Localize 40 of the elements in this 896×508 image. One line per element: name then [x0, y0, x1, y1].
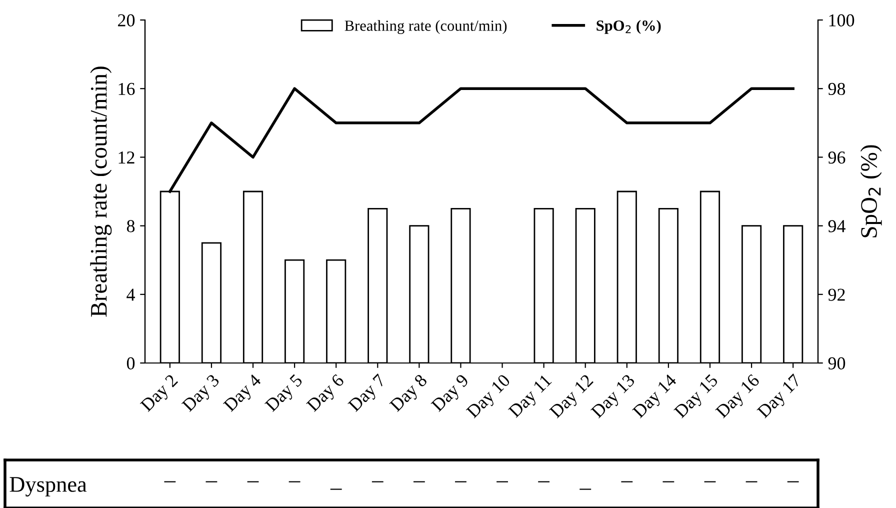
y-tick-label: 4: [126, 288, 135, 301]
y-tick-label: 0: [126, 357, 135, 370]
text: –: [455, 481, 466, 482]
x-tick-label: Day 8: [389, 374, 430, 415]
x-tick-label: Day 7: [348, 374, 389, 415]
x-tick-label: Day 5: [264, 374, 306, 415]
x-tick-label: Day 3: [181, 374, 223, 415]
x-tick-label: Day 2: [140, 374, 181, 415]
y2-tick-label: 96: [828, 152, 846, 164]
text: Dyspnea: [10, 477, 87, 496]
text: _: [330, 488, 342, 490]
y-tick-label: 16: [118, 82, 135, 96]
text: –: [787, 481, 799, 482]
text: –: [746, 481, 758, 482]
y2-tick-label: 94: [828, 220, 846, 232]
text: –: [247, 481, 259, 482]
y2-tick-label: 92: [828, 288, 845, 301]
legend-label: SpO$_{2}$ (%): [596, 20, 661, 34]
text: –: [413, 481, 425, 482]
text: –: [164, 481, 176, 482]
text: –: [704, 481, 716, 482]
y2-tick-label: 98: [828, 82, 846, 96]
text: –: [496, 481, 508, 482]
y2-tick-label: 90: [828, 357, 846, 370]
text: –: [662, 481, 674, 482]
x-tick-label: Day 6: [306, 373, 348, 415]
text: –: [372, 481, 384, 482]
text: –: [206, 481, 218, 482]
text: –: [288, 481, 300, 482]
y-axis-title: Breathing rate (count/min): [90, 66, 112, 317]
y-tick-label: 20: [118, 14, 135, 26]
text: –: [538, 481, 550, 482]
text: –: [621, 481, 633, 482]
legend-label: Breathing rate (count/min): [344, 20, 507, 34]
x-tick-label: Day 4: [222, 373, 264, 415]
y-tick-label: 12: [118, 152, 134, 164]
text: _: [580, 488, 592, 490]
y-tick-label: 8: [126, 220, 135, 232]
y2-tick-label: 100: [829, 14, 854, 26]
y2-axis-title: SpO$_{2}$ (%): [860, 145, 882, 238]
